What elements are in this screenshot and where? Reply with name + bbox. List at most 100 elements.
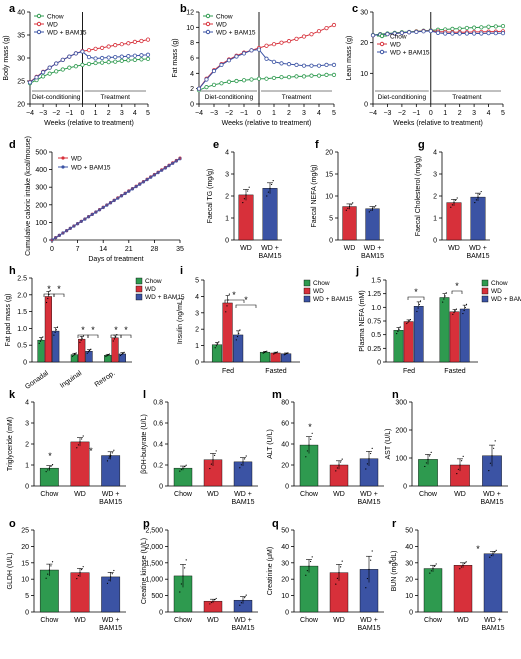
data-dot bbox=[494, 440, 496, 442]
chart-panel-e: e 0 1 2 3 4 Faecal TG (mg/g) WD WD +BAM15 bbox=[207, 139, 282, 260]
y-tick-label: 500 bbox=[35, 150, 47, 157]
data-dot bbox=[306, 570, 308, 572]
data-dot bbox=[244, 597, 246, 599]
data-dot bbox=[210, 463, 212, 465]
legend-label: WD + BAM15 bbox=[491, 296, 521, 303]
data-dot bbox=[452, 313, 454, 315]
data-point bbox=[324, 25, 329, 31]
y-axis-label: Creatinine (μM) bbox=[267, 547, 274, 595]
panel-label: h bbox=[9, 265, 16, 277]
data-dot bbox=[424, 465, 426, 468]
data-dot bbox=[185, 464, 187, 466]
x-tick-label: 3 bbox=[302, 110, 306, 117]
data-point bbox=[119, 58, 124, 63]
data-point bbox=[500, 24, 506, 29]
data-dot bbox=[434, 565, 436, 567]
data-dot bbox=[462, 455, 464, 457]
legend-label: Chow bbox=[47, 13, 64, 20]
x-tick-label: Chow bbox=[40, 617, 59, 624]
data-dot bbox=[352, 202, 354, 204]
data-point bbox=[119, 54, 124, 59]
data-dot bbox=[242, 599, 244, 601]
y-tick-label: 4 bbox=[225, 150, 229, 157]
y-tick-label: 0 bbox=[329, 238, 333, 245]
data-point bbox=[50, 238, 54, 242]
y-tick-label: 200 bbox=[395, 428, 407, 435]
panel-label: o bbox=[9, 518, 16, 530]
legend-swatch bbox=[303, 295, 311, 303]
y-tick-label: 2.5 bbox=[17, 276, 27, 283]
significance-star: * bbox=[124, 325, 128, 335]
data-dot bbox=[408, 320, 410, 322]
data-dot bbox=[110, 454, 112, 457]
data-point bbox=[139, 57, 144, 62]
data-dot bbox=[106, 355, 108, 357]
data-dot bbox=[75, 352, 77, 354]
data-point bbox=[80, 49, 85, 54]
data-point bbox=[67, 54, 72, 59]
bar bbox=[70, 354, 78, 363]
significance-star: * bbox=[47, 284, 51, 294]
data-dot bbox=[123, 351, 125, 353]
y-tick-label: 5 bbox=[25, 593, 29, 600]
data-dot bbox=[50, 465, 52, 467]
y-tick-label: 0.6 bbox=[153, 421, 163, 428]
data-dot bbox=[311, 556, 313, 558]
data-dot bbox=[266, 195, 268, 197]
y-tick-label: 30 bbox=[281, 560, 289, 567]
data-dot bbox=[366, 577, 368, 580]
bar bbox=[44, 296, 52, 363]
legend-marker bbox=[36, 13, 42, 19]
significance-star: * bbox=[57, 284, 61, 294]
y-tick-label: 2.0 bbox=[17, 292, 27, 299]
panel-label: c bbox=[352, 3, 358, 15]
y-tick-label: 0 bbox=[159, 484, 163, 491]
y-axis-label: Faecal TG (mg/g) bbox=[207, 169, 214, 224]
y-tick-label: 25 bbox=[17, 79, 25, 86]
data-dot bbox=[442, 301, 444, 303]
data-point bbox=[324, 62, 329, 68]
y-tick-label: 2 bbox=[25, 442, 29, 449]
data-point bbox=[316, 29, 322, 34]
data-dot bbox=[272, 180, 274, 182]
x-tick-label: 3 bbox=[120, 110, 124, 117]
y-tick-label: 0 bbox=[190, 102, 194, 109]
data-point bbox=[241, 51, 247, 56]
y-tick-label: 20 bbox=[281, 463, 289, 470]
y-tick-label: 2,500 bbox=[145, 528, 163, 535]
y-axis-label: Triglyceride (mM) bbox=[7, 417, 14, 471]
data-dot bbox=[407, 321, 409, 323]
data-point bbox=[145, 177, 149, 182]
data-point bbox=[90, 212, 94, 217]
data-point bbox=[421, 29, 426, 34]
data-point bbox=[132, 57, 137, 62]
data-point bbox=[41, 74, 46, 79]
data-point bbox=[86, 48, 92, 53]
y-tick-label: 4 bbox=[195, 294, 199, 301]
y-tick-label: 1 bbox=[25, 463, 29, 470]
data-dot bbox=[113, 338, 116, 340]
data-point bbox=[34, 75, 39, 80]
data-dot bbox=[308, 444, 310, 446]
x-tick-label: −2 bbox=[398, 110, 406, 117]
data-dot bbox=[305, 456, 307, 458]
x-tick-label: WD bbox=[74, 491, 86, 498]
bar bbox=[459, 308, 470, 363]
data-dot bbox=[242, 461, 244, 463]
y-tick-label: 10 bbox=[281, 593, 289, 600]
data-point bbox=[93, 60, 98, 66]
legend-label: WD + BAM15 bbox=[216, 29, 256, 36]
significance-star: * bbox=[308, 422, 312, 432]
x-tick-label: Inguinal bbox=[59, 370, 83, 390]
data-point bbox=[279, 75, 284, 80]
data-point bbox=[178, 157, 182, 161]
x-tick-label: WD bbox=[333, 617, 345, 624]
data-point bbox=[152, 173, 156, 177]
data-point bbox=[134, 184, 138, 189]
x-tick-label: 2 bbox=[107, 110, 111, 117]
x-tick-label: BAM15 bbox=[481, 499, 504, 506]
data-dot bbox=[459, 464, 461, 466]
data-dot bbox=[89, 349, 91, 352]
significance-bracket bbox=[407, 296, 425, 300]
y-tick-label: 0 bbox=[364, 102, 368, 109]
